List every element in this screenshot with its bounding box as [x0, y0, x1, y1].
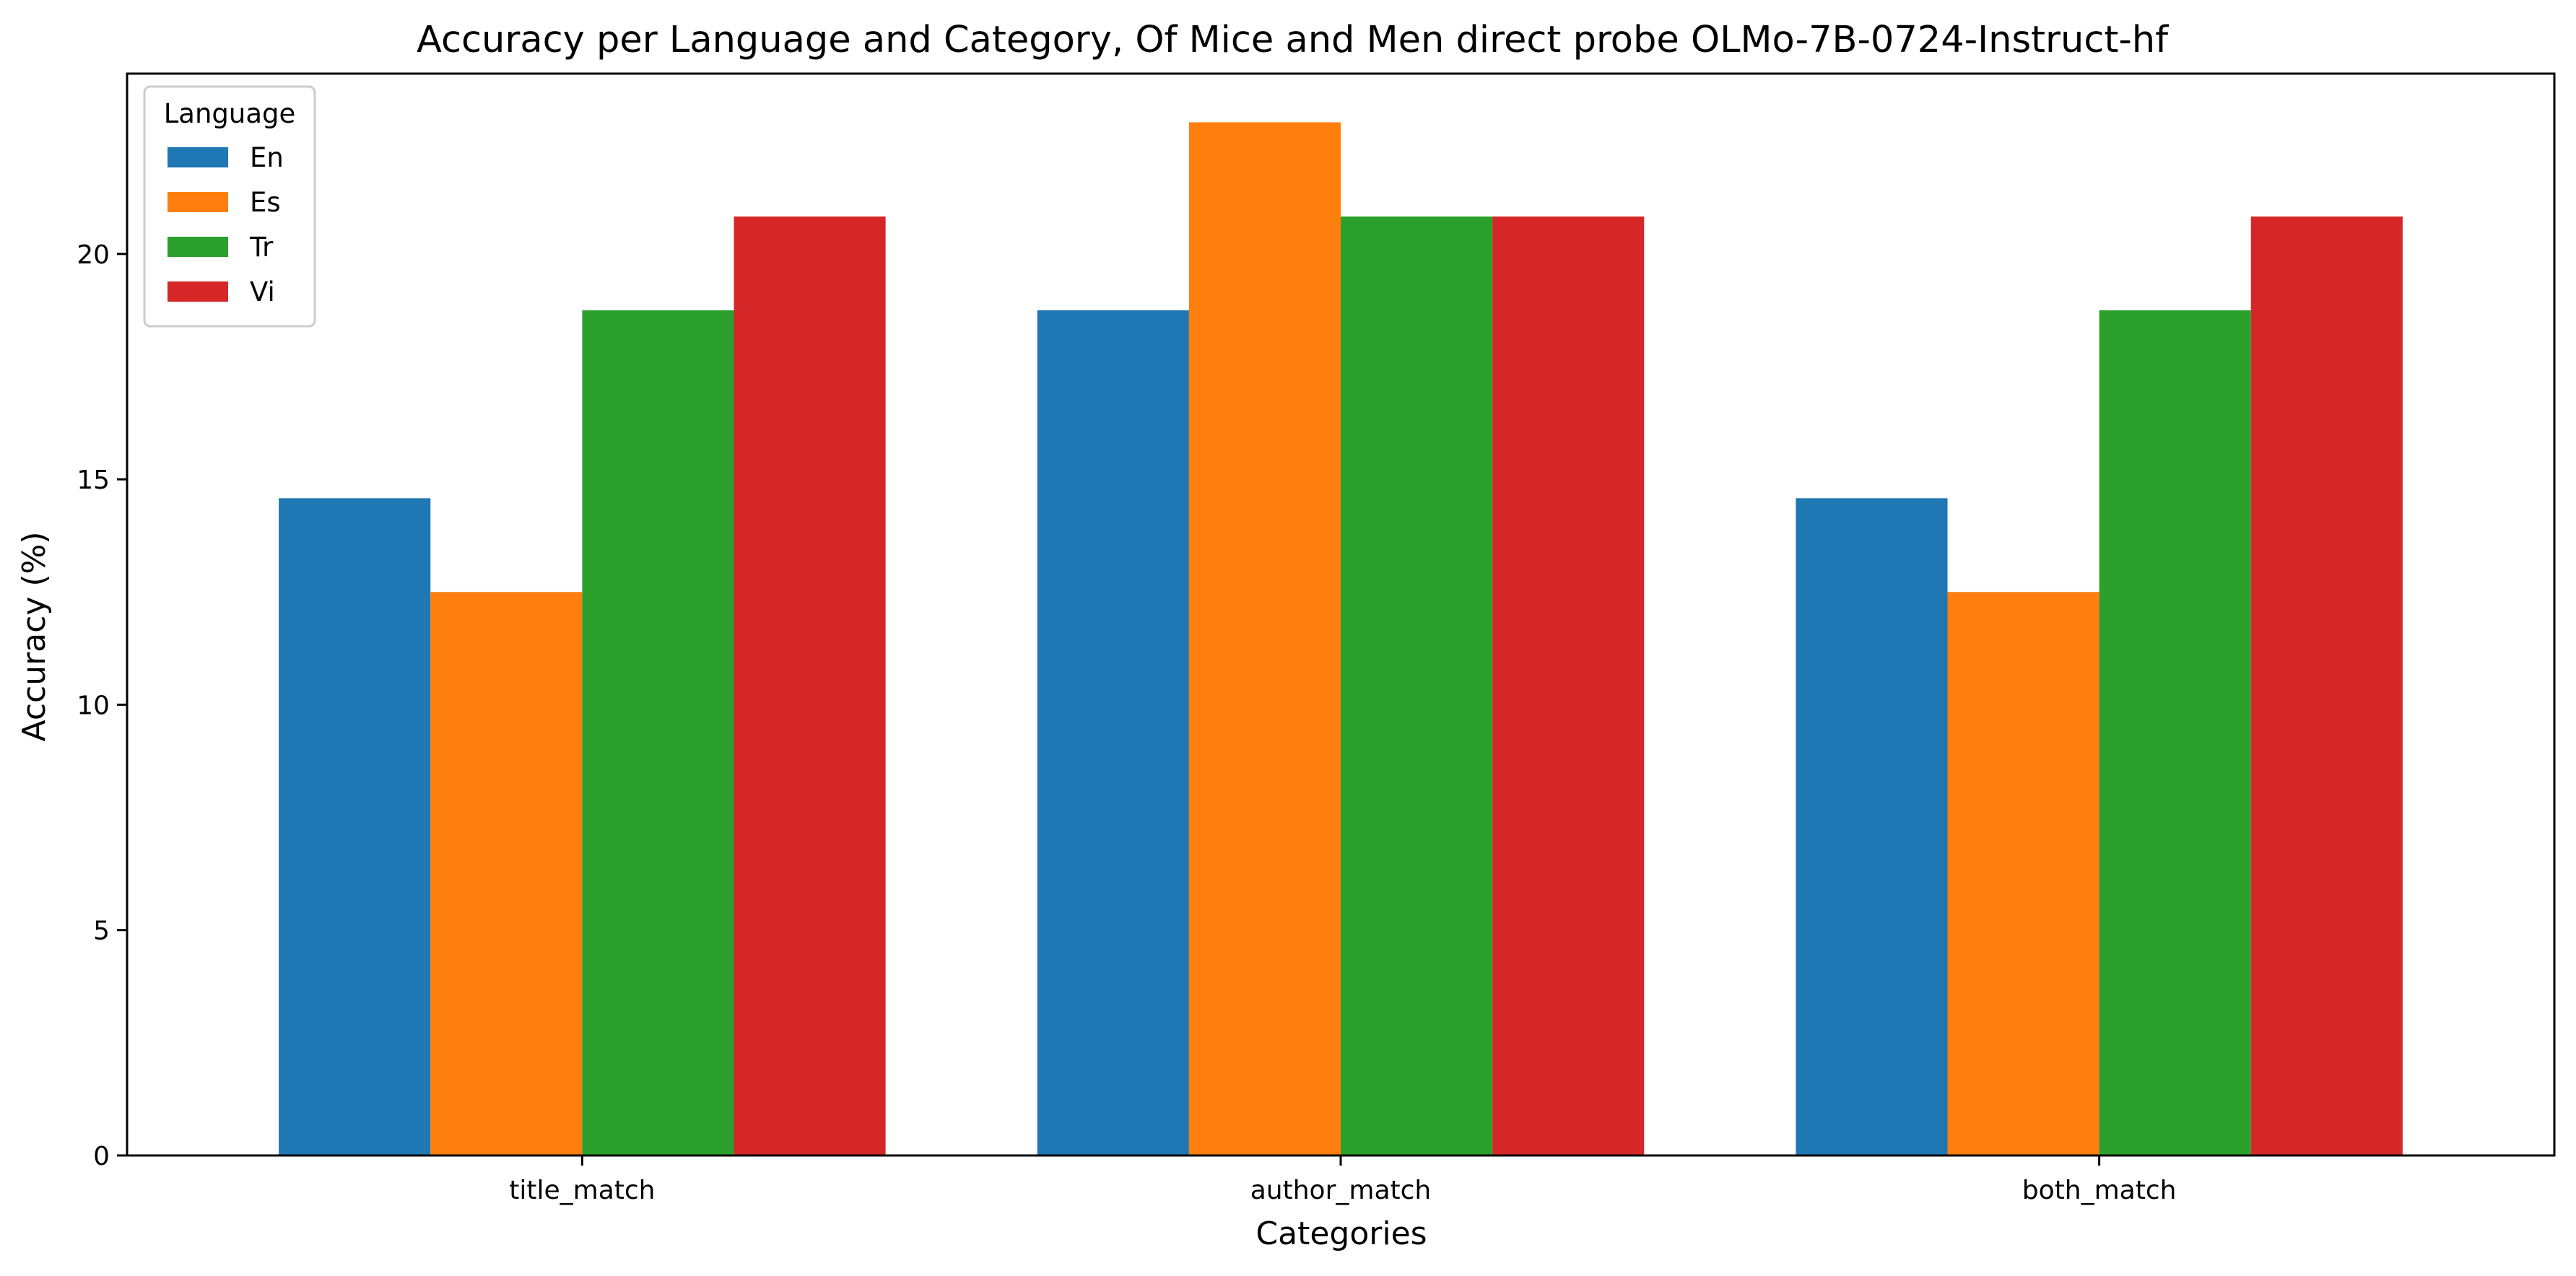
- bar-en-author_match: [1037, 310, 1189, 1155]
- legend-swatch-en: [167, 147, 228, 167]
- bar-es-both_match: [1947, 592, 2099, 1155]
- bar-vi-title_match: [734, 216, 886, 1155]
- legend-swatch-tr: [167, 237, 228, 257]
- x-tick-label-both_match: both_match: [2022, 1176, 2177, 1205]
- legend-swatch-es: [167, 192, 228, 212]
- y-tick-label: 10: [77, 691, 110, 720]
- bar-es-author_match: [1188, 122, 1341, 1156]
- bar-tr-title_match: [582, 310, 734, 1155]
- x-tick-label-author_match: author_match: [1250, 1176, 1432, 1205]
- legend-label-en: En: [250, 142, 284, 173]
- legend: Language En Es Tr Vi: [143, 85, 316, 328]
- x-axis-ticks: title_match author_match both_match: [509, 1155, 2176, 1205]
- bar-vi-author_match: [1492, 216, 1645, 1155]
- bar-tr-both_match: [2099, 310, 2251, 1155]
- bar-en-title_match: [279, 498, 431, 1155]
- legend-title: Language: [164, 98, 296, 129]
- x-tick-label-title_match: title_match: [509, 1176, 655, 1205]
- x-axis-label: Categories: [1256, 1215, 1427, 1252]
- legend-box: [143, 85, 316, 328]
- chart-title: Accuracy per Language and Category, Of M…: [417, 19, 2169, 61]
- legend-label-tr: Tr: [249, 232, 274, 263]
- legend-swatch-vi: [167, 281, 228, 302]
- y-tick-label: 0: [93, 1142, 110, 1171]
- y-tick-label: 15: [77, 466, 110, 495]
- bar-tr-author_match: [1341, 216, 1493, 1155]
- bar-vi-both_match: [2250, 216, 2403, 1155]
- legend-label-es: Es: [250, 187, 281, 218]
- bar-es-title_match: [430, 592, 583, 1155]
- bar-en-both_match: [1796, 498, 1948, 1155]
- y-axis-ticks: 0 5 10 15 20: [77, 240, 127, 1171]
- legend-label-vi: Vi: [250, 276, 275, 307]
- y-axis-label: Accuracy (%): [16, 531, 53, 741]
- y-tick-label: 20: [77, 240, 110, 270]
- bars-group: [279, 122, 2403, 1156]
- y-tick-label: 5: [93, 917, 110, 946]
- plot-frame: [126, 72, 2556, 1157]
